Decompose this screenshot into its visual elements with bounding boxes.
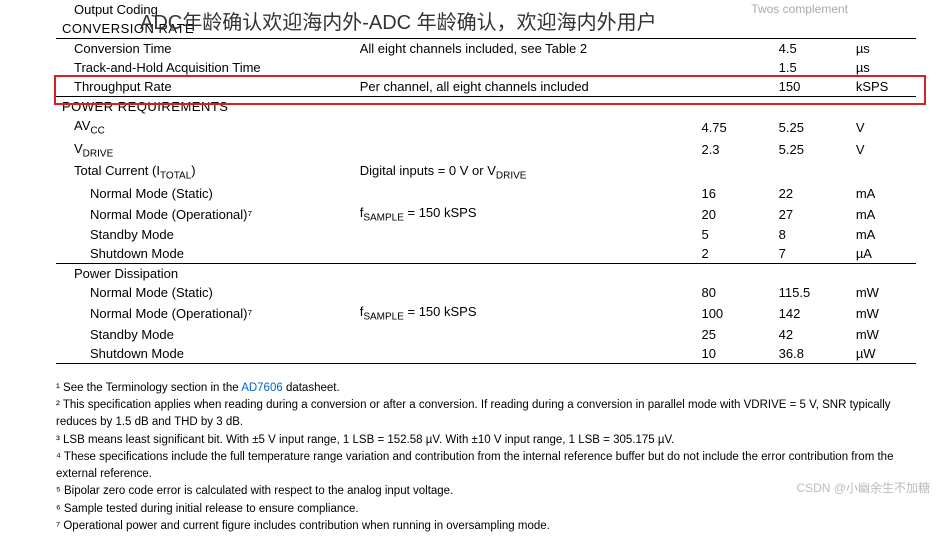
cell: Normal Mode (Operational)⁷ bbox=[56, 302, 354, 325]
cell: Normal Mode (Static) bbox=[56, 184, 354, 203]
overlay-title: ADC年龄确认欢迎海内外-ADC 年龄确认，欢迎海内外用户 bbox=[140, 6, 657, 35]
cell: mW bbox=[850, 325, 916, 344]
cell: 5 bbox=[695, 225, 772, 244]
row-pd-shutdown: Shutdown Mode 1036.8µW bbox=[56, 344, 916, 364]
footnote-3: ³ LSB means least significant bit. With … bbox=[56, 432, 916, 449]
cell: 142 bbox=[773, 302, 850, 325]
cell: POWER REQUIREMENTS bbox=[56, 97, 354, 117]
cell: VDRIVE bbox=[56, 139, 354, 162]
row-power-diss: Power Dissipation bbox=[56, 264, 916, 284]
row-pd-standby: Standby Mode 2542mW bbox=[56, 325, 916, 344]
cell: mW bbox=[850, 283, 916, 302]
cell: Total Current (ITOTAL) bbox=[56, 161, 354, 184]
cell: 80 bbox=[695, 283, 772, 302]
cell: µs bbox=[850, 39, 916, 59]
row-pd-nm-op: Normal Mode (Operational)⁷fSAMPLE = 150 … bbox=[56, 302, 916, 325]
row-pd-nm-static: Normal Mode (Static) 80115.5mW bbox=[56, 283, 916, 302]
row-avcc: AVCC 4.755.25V bbox=[56, 116, 916, 139]
footnote-4: ⁴ These specifications include the full … bbox=[56, 449, 916, 484]
cell: Normal Mode (Static) bbox=[56, 283, 354, 302]
cell: fSAMPLE = 150 kSPS bbox=[354, 203, 696, 226]
cell: 27 bbox=[773, 203, 850, 226]
footnote-5: ⁵ Bipolar zero code error is calculated … bbox=[56, 483, 916, 500]
cell: mA bbox=[850, 203, 916, 226]
content-wrap: Output Coding CONVERSION RATE Conversion… bbox=[0, 0, 948, 545]
cell: 5.25 bbox=[773, 116, 850, 139]
cell: 7 bbox=[773, 244, 850, 264]
cell: 115.5 bbox=[773, 283, 850, 302]
cell: Shutdown Mode bbox=[56, 344, 354, 364]
cell: Standby Mode bbox=[56, 225, 354, 244]
row-standby: Standby Mode 58mA bbox=[56, 225, 916, 244]
cell: 1.5 bbox=[773, 58, 850, 77]
cell: Digital inputs = 0 V or VDRIVE bbox=[354, 161, 696, 184]
cell: 10 bbox=[695, 344, 772, 364]
row-power-req-header: POWER REQUIREMENTS bbox=[56, 97, 916, 117]
cell: 2.3 bbox=[695, 139, 772, 162]
row-conv-time: Conversion TimeAll eight channels includ… bbox=[56, 39, 916, 59]
cell: 16 bbox=[695, 184, 772, 203]
cell: 25 bbox=[695, 325, 772, 344]
cell: Shutdown Mode bbox=[56, 244, 354, 264]
cell: Power Dissipation bbox=[56, 264, 354, 284]
cell: Standby Mode bbox=[56, 325, 354, 344]
row-track-hold: Track-and-Hold Acquisition Time 1.5µs bbox=[56, 58, 916, 77]
row-total-current: Total Current (ITOTAL)Digital inputs = 0… bbox=[56, 161, 916, 184]
cell: µs bbox=[850, 58, 916, 77]
cell: mA bbox=[850, 225, 916, 244]
cell: Throughput Rate bbox=[56, 77, 354, 97]
footnote-7: ⁷ Operational power and current figure i… bbox=[56, 518, 916, 535]
cell: Per channel, all eight channels included bbox=[354, 77, 696, 97]
cell: mA bbox=[850, 184, 916, 203]
cell: 150 bbox=[773, 77, 850, 97]
faded-label: Twos complement bbox=[751, 2, 848, 16]
cell: Normal Mode (Operational)⁷ bbox=[56, 203, 354, 226]
row-vdrive: VDRIVE 2.35.25V bbox=[56, 139, 916, 162]
cell: Conversion Time bbox=[56, 39, 354, 59]
cell: Track-and-Hold Acquisition Time bbox=[56, 58, 354, 77]
cell: AVCC bbox=[56, 116, 354, 139]
cell: kSPS bbox=[850, 77, 916, 97]
cell: 2 bbox=[695, 244, 772, 264]
row-shutdown: Shutdown Mode 27µA bbox=[56, 244, 916, 264]
footnote-6: ⁶ Sample tested during initial release t… bbox=[56, 501, 916, 518]
spec-table: Output Coding CONVERSION RATE Conversion… bbox=[56, 0, 916, 364]
link-ad7606[interactable]: AD7606 bbox=[241, 382, 283, 394]
watermark: CSDN @小幽余生不加糖 bbox=[796, 479, 930, 496]
footnote-1: ¹ See the Terminology section in the AD7… bbox=[56, 380, 916, 397]
cell: mW bbox=[850, 302, 916, 325]
cell: fSAMPLE = 150 kSPS bbox=[354, 302, 696, 325]
footnote-2: ² This specification applies when readin… bbox=[56, 397, 916, 432]
cell: 100 bbox=[695, 302, 772, 325]
row-nm-static: Normal Mode (Static) 1622mA bbox=[56, 184, 916, 203]
cell: All eight channels included, see Table 2 bbox=[354, 39, 696, 59]
cell: 22 bbox=[773, 184, 850, 203]
cell: 36.8 bbox=[773, 344, 850, 364]
row-throughput: Throughput RatePer channel, all eight ch… bbox=[56, 77, 916, 97]
cell: 4.75 bbox=[695, 116, 772, 139]
cell: µW bbox=[850, 344, 916, 364]
cell: 4.5 bbox=[773, 39, 850, 59]
cell: 5.25 bbox=[773, 139, 850, 162]
cell: µA bbox=[850, 244, 916, 264]
cell: V bbox=[850, 139, 916, 162]
cell: 8 bbox=[773, 225, 850, 244]
footnotes: ¹ See the Terminology section in the AD7… bbox=[56, 380, 916, 535]
cell: 42 bbox=[773, 325, 850, 344]
row-nm-op: Normal Mode (Operational)⁷fSAMPLE = 150 … bbox=[56, 203, 916, 226]
cell: V bbox=[850, 116, 916, 139]
cell: 20 bbox=[695, 203, 772, 226]
